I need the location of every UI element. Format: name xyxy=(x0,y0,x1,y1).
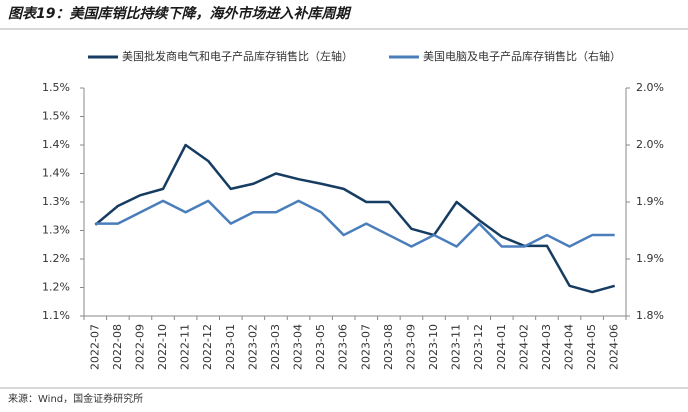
source: 来源：Wind，国金证券研究所 xyxy=(8,392,143,405)
x-tick-label: 2024-02 xyxy=(517,324,530,370)
y2-tick-label: 1.9% xyxy=(636,195,664,208)
y-tick-label: 1.2% xyxy=(42,252,70,265)
x-tick-label: 2023-01 xyxy=(224,324,237,370)
x-tick-label: 2023-09 xyxy=(404,324,417,370)
x-tick-label: 2022-11 xyxy=(179,324,192,370)
x-tick-label: 2024-01 xyxy=(495,324,508,370)
x-tick-label: 2023-05 xyxy=(314,324,327,370)
x-tick-label: 2023-06 xyxy=(337,324,350,370)
x-tick-label: 2023-11 xyxy=(450,324,463,370)
y2-tick-label: 1.9% xyxy=(636,252,664,265)
x-tick-label: 2022-09 xyxy=(133,324,146,370)
y-tick-label: 1.2% xyxy=(42,281,70,294)
x-tick-label: 2023-12 xyxy=(472,324,485,370)
x-tick-label: 2023-10 xyxy=(427,324,440,370)
x-tick-label: 2022-12 xyxy=(201,324,214,370)
x-tick-label: 2024-05 xyxy=(585,324,598,370)
legend-label: 美国电脑及电子产品库存销售比（右轴） xyxy=(423,49,621,63)
y-tick-label: 1.5% xyxy=(42,110,70,123)
x-tick-label: 2022-08 xyxy=(111,324,124,370)
y-tick-label: 1.3% xyxy=(42,224,70,237)
data-line xyxy=(95,199,615,248)
y2-tick-label: 2.0% xyxy=(636,81,664,94)
y-tick-label: 1.5% xyxy=(42,81,70,94)
x-tick-label: 2024-03 xyxy=(540,324,553,370)
x-tick-label: 2023-04 xyxy=(292,324,305,370)
y-tick-label: 1.1% xyxy=(42,309,70,322)
y2-tick-label: 2.0% xyxy=(636,138,664,151)
x-tick-label: 2023-03 xyxy=(269,324,282,370)
y-tick-label: 1.3% xyxy=(42,195,70,208)
legend-label: 美国批发商电气和电子产品库存销售比（左轴） xyxy=(122,49,353,63)
chart-title: 图表19：美国库销比持续下降，海外市场进入补库周期 xyxy=(8,5,352,22)
y-tick-label: 1.4% xyxy=(42,167,70,180)
y2-tick-label: 1.8% xyxy=(636,309,664,322)
x-tick-label: 2023-02 xyxy=(246,324,259,370)
x-tick-label: 2023-08 xyxy=(382,324,395,370)
x-tick-label: 2022-07 xyxy=(88,324,101,370)
x-tick-label: 2023-07 xyxy=(359,324,372,370)
x-tick-label: 2024-06 xyxy=(608,324,621,370)
x-tick-label: 2024-04 xyxy=(563,324,576,370)
y-tick-label: 1.4% xyxy=(42,138,70,151)
x-tick-label: 2022-10 xyxy=(156,324,169,370)
data-line xyxy=(94,143,616,294)
